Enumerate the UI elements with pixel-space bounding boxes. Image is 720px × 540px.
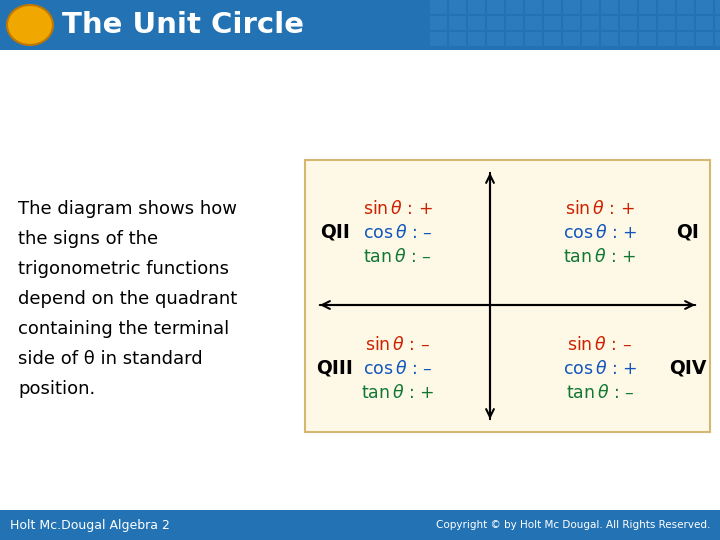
Bar: [0, 0, 720, 50]
Bar: [525, 16, 542, 30]
Text: $\sin\theta$ : +: $\sin\theta$ : +: [362, 199, 433, 218]
Text: $\sin\theta$ : –: $\sin\theta$ : –: [365, 335, 430, 354]
Bar: [430, 16, 447, 30]
Bar: [677, 0, 694, 14]
Bar: [506, 0, 523, 14]
Text: $\tan\theta$ : +: $\tan\theta$ : +: [563, 247, 636, 266]
Bar: [0, 510, 720, 540]
Bar: [563, 32, 580, 46]
Bar: [658, 16, 675, 30]
Bar: [544, 0, 561, 14]
Bar: [468, 16, 485, 30]
Bar: [715, 32, 720, 46]
Bar: [715, 16, 720, 30]
Bar: [430, 0, 447, 14]
Text: $\cos\theta$ : +: $\cos\theta$ : +: [563, 360, 637, 377]
Text: QI: QI: [677, 223, 699, 242]
Bar: [715, 0, 720, 14]
Text: $\cos\theta$ : +: $\cos\theta$ : +: [563, 224, 637, 241]
Bar: [449, 0, 466, 14]
Text: $\cos\theta$ : –: $\cos\theta$ : –: [363, 224, 432, 241]
Bar: [582, 16, 599, 30]
Bar: [563, 0, 580, 14]
Bar: [430, 32, 447, 46]
Text: QIII: QIII: [317, 359, 354, 378]
Bar: [487, 16, 504, 30]
Bar: [658, 32, 675, 46]
Text: QIV: QIV: [670, 359, 707, 378]
Bar: [658, 0, 675, 14]
Bar: [696, 16, 713, 30]
Text: $\cos\theta$ : –: $\cos\theta$ : –: [363, 360, 432, 377]
Bar: [449, 16, 466, 30]
Text: containing the terminal: containing the terminal: [18, 320, 229, 338]
Text: position.: position.: [18, 380, 95, 398]
Text: The diagram shows how: The diagram shows how: [18, 200, 237, 218]
Bar: [601, 0, 618, 14]
Text: trigonometric functions: trigonometric functions: [18, 260, 229, 278]
Text: $\tan\theta$ : +: $\tan\theta$ : +: [361, 383, 434, 402]
Bar: [506, 16, 523, 30]
Text: depend on the quadrant: depend on the quadrant: [18, 290, 238, 308]
Text: side of θ in standard: side of θ in standard: [18, 350, 202, 368]
Bar: [468, 0, 485, 14]
Text: $\tan\theta$ : –: $\tan\theta$ : –: [363, 247, 432, 266]
Bar: [639, 32, 656, 46]
Text: the signs of the: the signs of the: [18, 230, 158, 248]
Ellipse shape: [7, 5, 53, 45]
Bar: [620, 16, 637, 30]
Text: $\tan\theta$ : –: $\tan\theta$ : –: [566, 383, 634, 402]
Text: The Unit Circle: The Unit Circle: [62, 11, 304, 39]
Bar: [525, 0, 542, 14]
Bar: [525, 32, 542, 46]
Bar: [601, 16, 618, 30]
Bar: [582, 0, 599, 14]
Text: QII: QII: [320, 223, 350, 242]
Bar: [544, 32, 561, 46]
Bar: [506, 32, 523, 46]
Bar: [677, 16, 694, 30]
Bar: [582, 32, 599, 46]
Bar: [639, 16, 656, 30]
Bar: [487, 32, 504, 46]
Text: Copyright © by Holt Mc Dougal. All Rights Reserved.: Copyright © by Holt Mc Dougal. All Right…: [436, 520, 710, 530]
Text: $\sin\theta$ : –: $\sin\theta$ : –: [567, 335, 633, 354]
Bar: [639, 0, 656, 14]
Bar: [487, 0, 504, 14]
Bar: [677, 32, 694, 46]
Bar: [544, 16, 561, 30]
Bar: [620, 32, 637, 46]
Bar: [696, 0, 713, 14]
Bar: [305, 160, 710, 432]
Text: $\sin\theta$ : +: $\sin\theta$ : +: [565, 199, 635, 218]
Bar: [696, 32, 713, 46]
Bar: [620, 0, 637, 14]
Bar: [449, 32, 466, 46]
Bar: [563, 16, 580, 30]
Bar: [468, 32, 485, 46]
Bar: [601, 32, 618, 46]
Text: Holt Mc.Dougal Algebra 2: Holt Mc.Dougal Algebra 2: [10, 518, 170, 531]
